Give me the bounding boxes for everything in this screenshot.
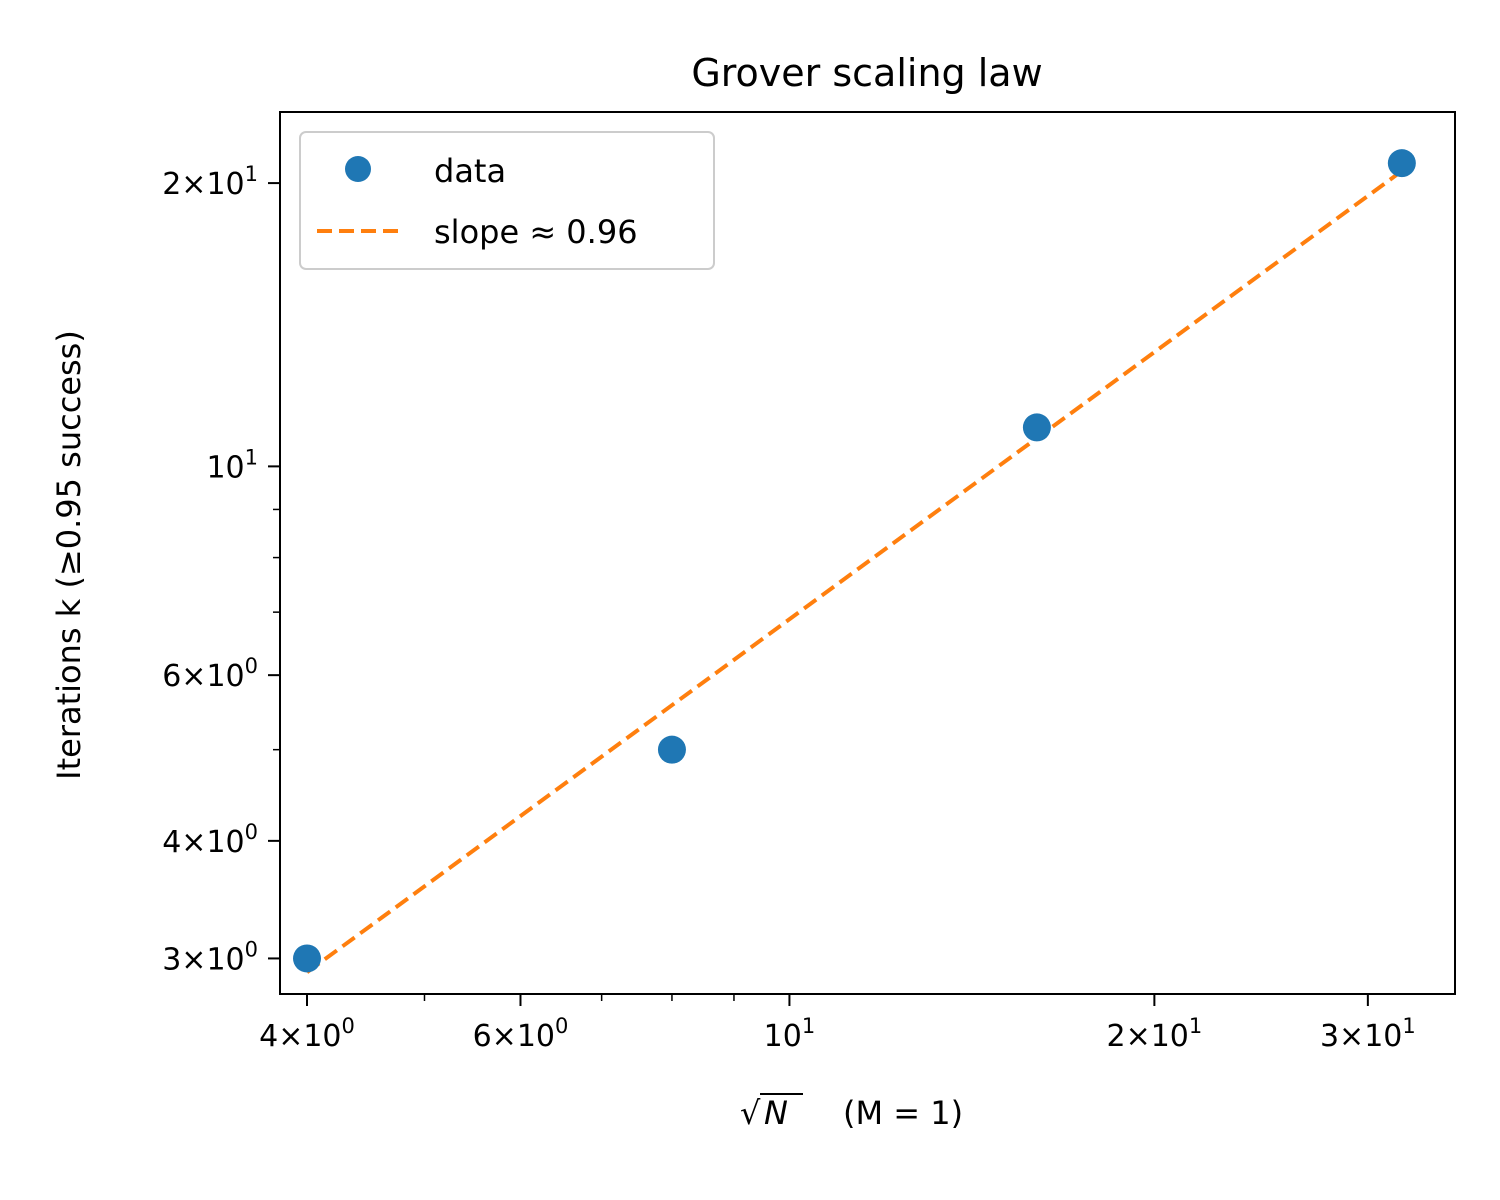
x-tick-label: 101 (764, 1014, 816, 1054)
y-axis-title: Iterations k (≥0.95 success) (50, 330, 88, 780)
x-tick-label: 4×100 (259, 1014, 355, 1054)
data-point (657, 735, 686, 764)
x-axis-title-suffix: (M = 1) (843, 1094, 963, 1132)
data-point (1387, 149, 1416, 178)
legend-label-data: data (434, 152, 506, 190)
legend-marker-data (345, 156, 371, 182)
y-tick-label: 3×100 (162, 937, 258, 977)
plot-series (293, 149, 1416, 974)
plot-area-frame (279, 111, 1456, 995)
y-tick-label: 2×101 (162, 162, 258, 202)
y-tick-label: 4×100 (162, 820, 258, 860)
data-point (1022, 413, 1051, 442)
fit-line (305, 169, 1404, 974)
x-tick-label: 3×101 (1320, 1014, 1416, 1054)
legend-box (299, 131, 715, 270)
x-axis-title-variable: N (764, 1094, 788, 1132)
y-tick-label: 6×100 (162, 654, 258, 694)
x-axis-ticks: 4×100 6×100 101 2×101 3×101 (259, 994, 1416, 1054)
legend: data slope ≈ 0.96 (299, 131, 715, 270)
data-point (293, 944, 322, 973)
y-axis-ticks: 3×100 4×100 6×100 101 2×101 (162, 162, 280, 977)
x-axis-title-sqrt: √ (740, 1094, 761, 1132)
y-tick-label: 101 (206, 445, 258, 485)
x-tick-label: 6×100 (473, 1014, 569, 1054)
chart-title: Grover scaling law (691, 51, 1042, 95)
x-tick-label: 2×101 (1106, 1014, 1202, 1054)
x-axis-title: √ N (M = 1) (740, 1093, 963, 1132)
legend-label-fit: slope ≈ 0.96 (434, 213, 638, 251)
